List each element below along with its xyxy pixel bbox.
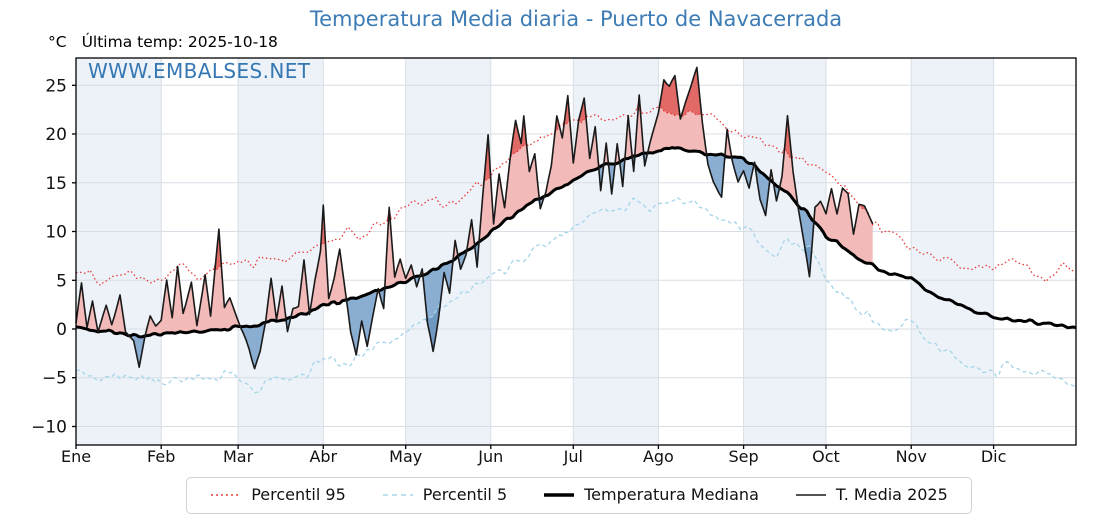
svg-text:Sep: Sep: [729, 447, 759, 466]
svg-text:Oct: Oct: [812, 447, 840, 466]
svg-text:Dic: Dic: [981, 447, 1007, 466]
legend-label: Temperatura Mediana: [584, 485, 759, 504]
last-temp-label: Última temp: 2025-10-18: [81, 33, 278, 51]
subtitle: °C Última temp: 2025-10-18: [48, 33, 278, 51]
legend-label: Percentil 5: [422, 485, 508, 504]
svg-text:May: May: [389, 447, 422, 466]
svg-text:10: 10: [45, 223, 67, 243]
legend-item: Percentil 5: [382, 485, 507, 504]
legend-marker-line-icon: [544, 492, 575, 497]
svg-text:5: 5: [56, 271, 67, 291]
svg-text:Nov: Nov: [896, 447, 927, 466]
legend-item: Percentil 95: [210, 485, 346, 504]
svg-text:0: 0: [56, 320, 67, 340]
svg-text:Jul: Jul: [563, 447, 583, 466]
svg-text:−5: −5: [42, 369, 67, 389]
svg-text:Abr: Abr: [309, 447, 337, 466]
y-axis-unit-label: °C: [48, 33, 67, 51]
svg-text:Ene: Ene: [61, 447, 91, 466]
svg-text:15: 15: [45, 174, 67, 194]
svg-text:25: 25: [45, 76, 67, 96]
watermark: WWW.EMBALSES.NET: [88, 59, 311, 83]
legend-marker-line-icon: [382, 493, 413, 496]
svg-text:Jun: Jun: [477, 447, 503, 466]
legend-marker-line-icon: [211, 493, 242, 496]
legend-item: T. Media 2025: [795, 485, 948, 504]
legend-marker-line-icon: [795, 493, 826, 496]
legend-label: Percentil 95: [251, 485, 346, 504]
legend: Percentil 95 Percentil 5 Temperatura Media…: [186, 477, 972, 514]
svg-text:Feb: Feb: [147, 447, 175, 466]
legend-label: T. Media 2025: [835, 485, 948, 504]
legend-item: Temperatura Mediana: [543, 485, 759, 504]
svg-text:−10: −10: [31, 418, 67, 438]
figure: { "title": "Temperatura Media diaria - P…: [31, 7, 1077, 514]
chart-canvas: Ene Feb Mar Abr May Jun Jul Ago Sep Oct Nov Dic −10 −…: [31, 57, 1077, 466]
svg-text:20: 20: [45, 125, 67, 145]
page-title: Temperatura Media diaria - Puerto de Nav…: [309, 7, 843, 31]
svg-text:Mar: Mar: [223, 447, 254, 466]
svg-text:Ago: Ago: [643, 447, 674, 466]
